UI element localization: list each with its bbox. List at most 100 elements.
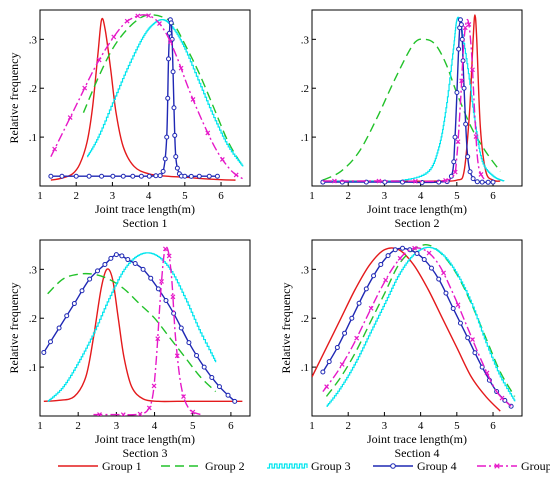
series-marker-group-5 [354,335,360,341]
series-marker-group-5 [484,370,490,376]
series-marker-group-5 [190,409,196,415]
series-marker-group-5 [233,172,239,178]
x-tick-label: 3 [382,190,388,202]
series-marker-group-4 [86,173,92,179]
series-marker-group-4 [113,252,119,258]
series-marker-group-4 [320,369,326,375]
series-marker-group-4 [163,298,169,303]
series-marker-group-4 [225,392,231,398]
series-marker-group-4 [119,253,125,259]
series-marker-group-4 [472,350,478,356]
series-marker-group-5 [473,134,479,139]
series-marker-group-5 [178,65,184,71]
series-marker-group-4 [334,345,340,351]
series-marker-group-5 [167,39,173,45]
series-line-group-4 [322,247,512,407]
series-marker-group-5 [499,395,505,401]
x-tick-label: 6 [218,190,224,202]
series-marker-group-4 [71,301,77,307]
series-marker-group-4 [174,165,180,171]
chart-panels: 1 2 3 4 5 6 .1 .2 .3 Joint trace length(m)Section… [7,9,523,460]
x-axis-label: Joint trace length(m) [367,432,467,446]
series-marker-group-4 [79,288,85,294]
series-marker-group-5 [452,169,458,175]
series-marker-group-5 [443,177,448,183]
series-marker-group-5 [120,412,126,416]
series-marker-group-4 [182,173,188,179]
series-marker-group-4 [194,353,200,358]
series-marker-group-4 [164,134,170,140]
series-marker-group-5 [478,171,484,177]
series-marker-group-5 [146,13,152,19]
x-tick-label: 1 [37,420,43,432]
series-marker-group-4 [451,159,457,165]
series-line-group-1 [322,14,501,182]
section-title: Section 4 [395,446,440,460]
legend-item-group-4: Group 4 [373,459,457,473]
series-line-group-3 [47,252,217,402]
series-line-group-1 [43,268,243,403]
legend: Group 1 Group 2 Group 3 Group 4 Group 5 [58,459,550,473]
series-marker-group-5 [455,302,461,308]
series-marker-group-4 [64,313,70,319]
x-tick-label: 4 [152,420,158,432]
series-marker-group-5 [412,245,418,251]
series-marker-group-4 [186,340,192,346]
series-marker-group-4 [485,179,491,185]
series-marker-group-5 [146,405,152,411]
legend-item-group-5: Group 5 [477,459,550,473]
series-marker-group-4 [400,245,406,251]
chart-panel-4: 1 2 3 4 5 6 .1 .2 .3 Joint trace length(m)Section… [279,239,523,460]
y-axis-label: Relative frequency [7,283,21,374]
y-tick-label: .3 [29,264,38,276]
series-marker-group-4 [168,20,174,26]
series-marker-group-4 [73,173,79,179]
series-marker-group-4 [160,168,166,174]
series-marker-group-4 [463,121,469,127]
series-marker-group-5 [170,294,176,300]
y-tick-label: .1 [29,132,37,144]
series-marker-group-4 [356,300,362,306]
legend-item-group-1: Group 1 [58,459,142,473]
legend-item-group-2: Group 2 [161,459,245,473]
series-marker-group-4 [201,364,207,370]
series-marker-group-5 [96,57,102,63]
y-tick-label: .2 [301,313,309,325]
series-marker-group-4 [155,286,161,292]
series-marker-group-4 [363,286,369,292]
series-marker-group-4 [490,179,496,185]
series-marker-group-5 [162,246,168,252]
y-tick-label: .2 [301,83,309,95]
x-tick-label: 6 [490,420,496,432]
series-marker-group-5 [219,157,225,162]
plot-frame [39,9,251,187]
x-tick-label: 4 [418,190,424,202]
series-marker-group-5 [331,178,337,184]
series-marker-group-4 [456,46,462,52]
series-marker-group-4 [110,173,116,179]
series-marker-group-5 [462,25,468,31]
series-marker-group-4 [214,173,220,179]
series-marker-group-4 [166,30,172,36]
series-marker-group-4 [162,156,168,162]
series-marker-group-4 [153,173,159,179]
chart-panel-2: 1 2 3 4 5 6 .1 .2 .3 Joint trace length(m)Section… [301,9,523,230]
y-tick-label: .3 [29,34,38,46]
series-marker-group-4 [102,261,108,267]
series-marker-group-4 [165,95,171,101]
x-tick-label: 2 [73,190,79,202]
series-marker-group-5 [137,411,143,416]
series-marker-group-5 [205,130,211,136]
series-marker-group-4 [457,320,463,326]
y-tick-label: .3 [301,34,310,46]
x-tick-label: 5 [190,420,196,432]
series-marker-group-4 [48,339,53,345]
series-line-group-5 [50,14,244,180]
series-marker-group-4 [178,325,184,331]
x-tick-label: 1 [309,420,315,432]
x-tick-label: 6 [228,420,234,432]
series-marker-group-4 [326,359,332,365]
series-marker-group-5 [441,270,446,276]
series-marker-group-4 [56,325,62,331]
plot-frame [311,9,523,187]
